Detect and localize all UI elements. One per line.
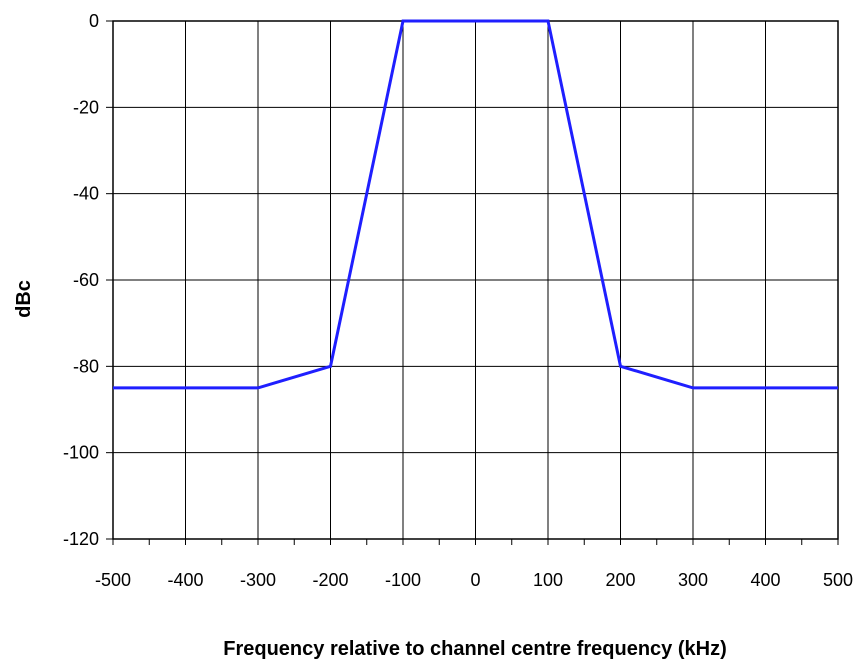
y-tick-label: -20	[73, 97, 99, 117]
x-tick-label: 500	[823, 570, 853, 590]
x-tick-label: 300	[678, 570, 708, 590]
y-tick-label: -60	[73, 270, 99, 290]
x-tick-label: -200	[312, 570, 348, 590]
grid-lines	[112, 20, 839, 540]
x-tick-label: -100	[385, 570, 421, 590]
y-axis-title: dBc	[13, 280, 35, 318]
x-minor-ticks	[106, 20, 839, 545]
x-tick-label: 100	[533, 570, 563, 590]
series-layer	[113, 19, 838, 390]
x-tick-label: 400	[750, 570, 780, 590]
y-tick-label: -80	[73, 356, 99, 376]
y-tick-label: -40	[73, 184, 99, 204]
y-tick-label: 0	[89, 11, 99, 31]
y-tick-label: -120	[63, 529, 99, 549]
series-line-0	[113, 19, 838, 390]
y-tick-label: -100	[63, 443, 99, 463]
x-tick-label: -500	[95, 570, 131, 590]
y-tick-labels: 0 -20 -40 -60 -80 -100 -120	[63, 11, 99, 549]
x-tick-label: 0	[470, 570, 480, 590]
x-axis-title: Frequency relative to channel centre fre…	[223, 638, 727, 660]
x-tick-label: -300	[240, 570, 276, 590]
x-tick-label: -400	[167, 570, 203, 590]
x-tick-labels: -500 -400 -300 -200 -100 0 100 200 300 400 500	[95, 570, 853, 590]
x-tick-label: 200	[605, 570, 635, 590]
